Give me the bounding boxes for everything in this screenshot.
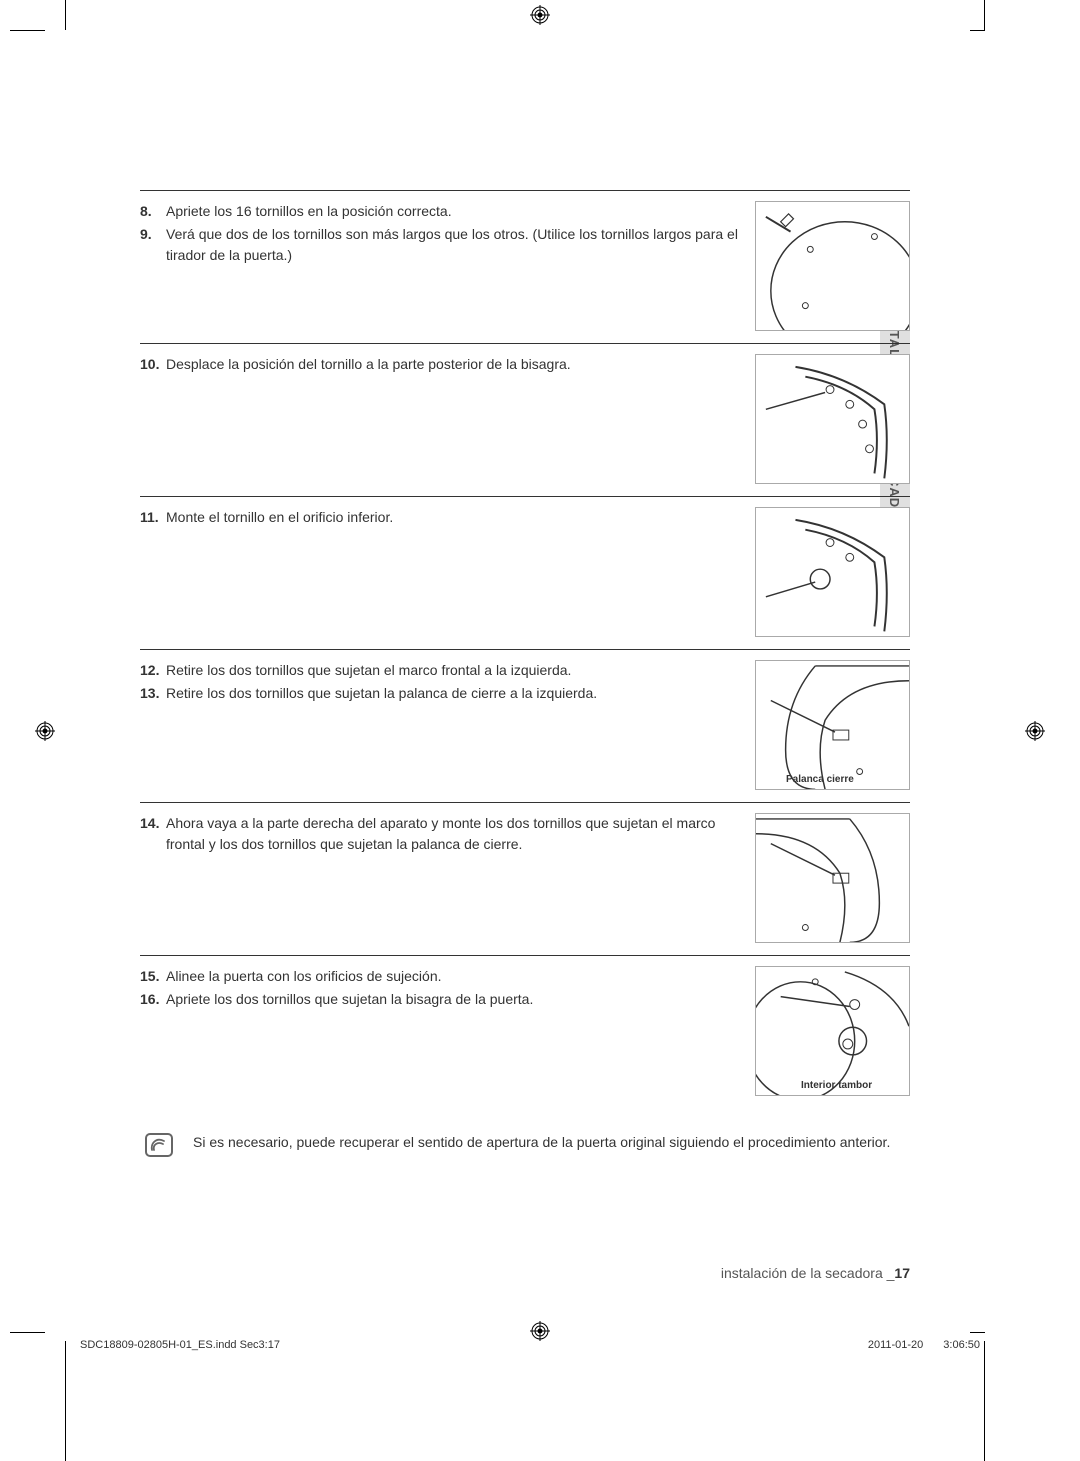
step-body: Apriete los dos tornillos que sujetan la… xyxy=(166,989,745,1010)
step-body: Ahora vaya a la parte derecha del aparat… xyxy=(166,813,745,855)
step-text-block: 15. Alinee la puerta con los orificios d… xyxy=(140,966,745,1012)
step-section: 10. Desplace la posición del tornillo a … xyxy=(140,343,910,496)
note-text: Si es necesario, puede recuperar el sent… xyxy=(193,1133,890,1153)
step-number: 8. xyxy=(140,201,166,222)
crop-mark xyxy=(984,1341,985,1461)
step-text-block: 11. Monte el tornillo en el orificio inf… xyxy=(140,507,745,530)
note-block: Si es necesario, puede recuperar el sent… xyxy=(140,1133,910,1157)
instruction-illustration xyxy=(755,201,910,331)
registration-mark-icon xyxy=(1025,721,1045,741)
page-number: 17 xyxy=(894,1265,910,1281)
step-section: 15. Alinee la puerta con los orificios d… xyxy=(140,955,910,1108)
step-body: Monte el tornillo en el orificio inferio… xyxy=(166,507,745,528)
step-body: Retire los dos tornillos que sujetan el … xyxy=(166,660,745,681)
crop-mark xyxy=(970,30,985,31)
step-number: 10. xyxy=(140,354,166,375)
crop-mark xyxy=(65,1341,66,1461)
instruction-illustration: Palanca cierre xyxy=(755,660,910,790)
document-reference: SDC18809-02805H-01_ES.indd Sec3:17 xyxy=(80,1339,280,1351)
instruction-illustration xyxy=(755,507,910,637)
registration-mark-icon xyxy=(35,721,55,741)
step-section: 14. Ahora vaya a la parte derecha del ap… xyxy=(140,802,910,955)
illustration-caption: Palanca cierre xyxy=(786,774,854,785)
step-number: 9. xyxy=(140,224,166,266)
document-info-bar: SDC18809-02805H-01_ES.indd Sec3:17 2011-… xyxy=(80,1339,980,1351)
step-body: Apriete los 16 tornillos en la posición … xyxy=(166,201,745,222)
step-text-block: 14. Ahora vaya a la parte derecha del ap… xyxy=(140,813,745,857)
instruction-illustration: Interior tambor xyxy=(755,966,910,1096)
step-number: 11. xyxy=(140,507,166,528)
crop-mark xyxy=(10,30,45,31)
registration-mark-icon xyxy=(530,1321,550,1341)
footer-label: instalación de la secadora _ xyxy=(721,1265,895,1281)
step-number: 14. xyxy=(140,813,166,855)
crop-mark xyxy=(10,1332,45,1333)
page-content: 8. Apriete los 16 tornillos en la posici… xyxy=(140,190,910,1157)
step-body: Retire los dos tornillos que sujetan la … xyxy=(166,683,745,704)
step-section: 11. Monte el tornillo en el orificio inf… xyxy=(140,496,910,649)
instruction-illustration xyxy=(755,813,910,943)
crop-mark xyxy=(970,1332,985,1333)
step-number: 15. xyxy=(140,966,166,987)
crop-mark xyxy=(984,0,985,30)
page-footer: instalación de la secadora _17 xyxy=(721,1265,910,1281)
step-number: 12. xyxy=(140,660,166,681)
step-body: Verá que dos de los tornillos son más la… xyxy=(166,224,745,266)
instruction-illustration xyxy=(755,354,910,484)
step-text-block: 8. Apriete los 16 tornillos en la posici… xyxy=(140,201,745,268)
step-text-block: 12. Retire los dos tornillos que sujetan… xyxy=(140,660,745,706)
step-number: 16. xyxy=(140,989,166,1010)
step-section: 12. Retire los dos tornillos que sujetan… xyxy=(140,649,910,802)
step-number: 13. xyxy=(140,683,166,704)
step-body: Desplace la posición del tornillo a la p… xyxy=(166,354,745,375)
registration-mark-icon xyxy=(530,5,550,25)
crop-mark xyxy=(65,0,66,30)
document-time: 3:06:50 xyxy=(943,1339,980,1351)
step-body: Alinee la puerta con los orificios de su… xyxy=(166,966,745,987)
document-date: 2011-01-20 xyxy=(868,1339,923,1351)
step-section: 8. Apriete los 16 tornillos en la posici… xyxy=(140,190,910,343)
note-icon xyxy=(145,1133,173,1157)
step-text-block: 10. Desplace la posición del tornillo a … xyxy=(140,354,745,377)
illustration-caption: Interior tambor xyxy=(801,1080,872,1091)
